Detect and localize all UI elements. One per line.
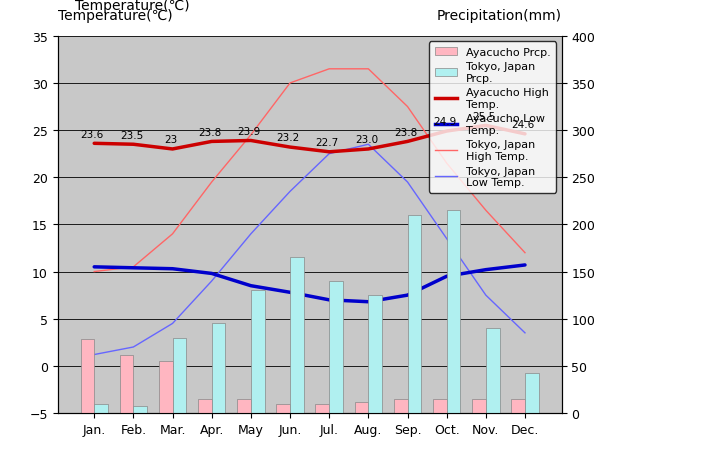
Bar (472, 399, 486, 413)
Bar (408, 215, 421, 413)
Text: 23.8: 23.8 (394, 128, 417, 137)
Bar (315, 404, 329, 413)
Bar (369, 296, 382, 413)
Bar (133, 407, 147, 413)
Bar (433, 399, 446, 413)
Text: 23: 23 (164, 135, 177, 145)
Bar (237, 399, 251, 413)
Bar (159, 361, 173, 413)
Bar (525, 374, 539, 413)
Legend: Ayacucho Prcp., Tokyo, Japan
Prcp., Ayacucho High
Temp., Ayacucho Low
Temp., Tok: Ayacucho Prcp., Tokyo, Japan Prcp., Ayac… (429, 42, 556, 193)
Text: 23.5: 23.5 (120, 130, 143, 140)
Text: 23.8: 23.8 (198, 128, 221, 137)
Text: 23.2: 23.2 (276, 133, 300, 143)
Text: 23.6: 23.6 (81, 129, 104, 139)
Bar (251, 291, 264, 413)
Text: Precipitation(mm): Precipitation(mm) (436, 9, 562, 23)
Text: Temperature(℃): Temperature(℃) (58, 9, 172, 23)
Bar (355, 402, 369, 413)
Bar (486, 329, 500, 413)
Bar (198, 399, 212, 413)
Bar (276, 404, 290, 413)
Text: 24.6: 24.6 (511, 120, 535, 130)
Text: Temperature(℃): Temperature(℃) (75, 0, 189, 13)
Text: 22.7: 22.7 (315, 138, 339, 148)
Bar (120, 356, 133, 413)
Text: 24.9: 24.9 (433, 117, 456, 127)
Text: 25.5: 25.5 (472, 112, 495, 121)
Text: 23.9: 23.9 (238, 127, 261, 136)
Bar (329, 281, 343, 413)
Bar (394, 399, 408, 413)
Bar (212, 324, 225, 413)
Bar (446, 211, 460, 413)
Bar (290, 258, 304, 413)
Bar (81, 340, 94, 413)
Text: 23.0: 23.0 (355, 135, 378, 145)
Bar (511, 399, 525, 413)
Bar (173, 338, 186, 413)
Bar (94, 404, 108, 413)
